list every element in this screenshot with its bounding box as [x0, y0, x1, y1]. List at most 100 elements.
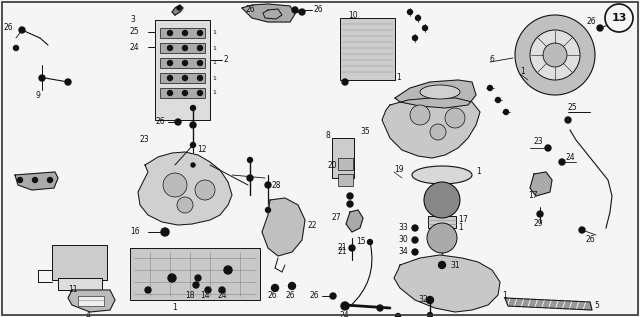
Text: 25: 25: [568, 103, 578, 113]
Circle shape: [341, 302, 349, 310]
Circle shape: [161, 228, 169, 236]
Text: 14: 14: [200, 292, 210, 301]
Text: 28: 28: [272, 180, 282, 190]
Circle shape: [191, 163, 195, 167]
Circle shape: [168, 90, 173, 95]
Text: 10: 10: [348, 10, 358, 20]
Text: 24: 24: [130, 42, 140, 51]
Bar: [52, 245, 107, 280]
Circle shape: [182, 61, 188, 66]
Circle shape: [219, 287, 225, 293]
Text: 25: 25: [130, 28, 140, 36]
Circle shape: [424, 182, 460, 218]
Circle shape: [488, 86, 493, 90]
Circle shape: [33, 178, 38, 183]
Text: 26: 26: [310, 292, 319, 301]
Circle shape: [198, 30, 202, 36]
Bar: [332, 138, 354, 178]
Text: 23: 23: [140, 135, 150, 145]
Circle shape: [412, 237, 418, 243]
Circle shape: [426, 296, 433, 303]
Circle shape: [191, 143, 195, 147]
Text: 20: 20: [328, 160, 338, 170]
Circle shape: [163, 173, 187, 197]
Circle shape: [565, 117, 571, 123]
Bar: [340, 18, 395, 80]
Text: 1: 1: [476, 167, 481, 177]
Polygon shape: [394, 255, 500, 312]
Circle shape: [191, 106, 195, 111]
Text: 26: 26: [586, 236, 596, 244]
Bar: [160, 73, 205, 83]
Text: 1: 1: [212, 46, 216, 50]
Circle shape: [168, 274, 176, 282]
Circle shape: [193, 282, 199, 288]
Circle shape: [198, 75, 202, 81]
Text: 8: 8: [326, 131, 331, 139]
Circle shape: [182, 75, 188, 81]
Text: 19: 19: [394, 165, 404, 174]
Text: 30: 30: [398, 236, 408, 244]
Circle shape: [367, 240, 372, 244]
Circle shape: [438, 262, 445, 268]
Text: 1: 1: [212, 75, 216, 81]
Circle shape: [427, 223, 457, 253]
Circle shape: [605, 4, 633, 32]
Circle shape: [579, 227, 585, 233]
Circle shape: [65, 79, 71, 85]
Circle shape: [248, 158, 253, 163]
Circle shape: [559, 159, 565, 165]
Circle shape: [422, 25, 428, 30]
Circle shape: [19, 27, 25, 33]
Ellipse shape: [420, 85, 460, 99]
Text: 23: 23: [534, 138, 543, 146]
Text: 24: 24: [218, 292, 228, 301]
Circle shape: [396, 314, 401, 317]
Text: 21: 21: [337, 243, 346, 253]
Circle shape: [182, 46, 188, 50]
Text: 2: 2: [224, 55, 228, 64]
Circle shape: [39, 75, 45, 81]
Circle shape: [330, 293, 336, 299]
Text: 35: 35: [360, 127, 370, 137]
Polygon shape: [15, 172, 58, 190]
Circle shape: [168, 61, 173, 66]
Circle shape: [168, 46, 173, 50]
Text: 22: 22: [308, 221, 317, 230]
Bar: [338, 158, 353, 170]
Text: 26: 26: [314, 5, 324, 15]
Circle shape: [175, 119, 181, 125]
Text: 1: 1: [212, 90, 216, 95]
Bar: [160, 43, 205, 53]
Polygon shape: [138, 152, 232, 225]
Text: 1: 1: [502, 292, 507, 301]
Circle shape: [515, 15, 595, 95]
Circle shape: [289, 282, 296, 289]
Circle shape: [413, 36, 417, 41]
Text: 26: 26: [285, 290, 294, 300]
Text: 12: 12: [197, 146, 207, 154]
Polygon shape: [530, 172, 552, 196]
Circle shape: [347, 193, 353, 199]
Polygon shape: [505, 298, 592, 310]
Polygon shape: [395, 80, 476, 108]
Circle shape: [412, 225, 418, 231]
Text: 17: 17: [528, 191, 538, 200]
Circle shape: [349, 245, 355, 251]
Circle shape: [495, 98, 500, 102]
Circle shape: [415, 16, 420, 21]
Text: 27: 27: [332, 214, 342, 223]
Text: 33: 33: [398, 223, 408, 232]
Bar: [78, 296, 104, 306]
Bar: [155, 20, 210, 120]
Bar: [160, 88, 205, 98]
Circle shape: [145, 287, 151, 293]
Text: 21: 21: [338, 248, 348, 256]
Polygon shape: [68, 290, 115, 312]
Circle shape: [247, 175, 253, 181]
Text: 26: 26: [4, 23, 13, 33]
Text: 1: 1: [520, 68, 525, 76]
Circle shape: [543, 43, 567, 67]
Circle shape: [410, 105, 430, 125]
Circle shape: [292, 7, 298, 13]
